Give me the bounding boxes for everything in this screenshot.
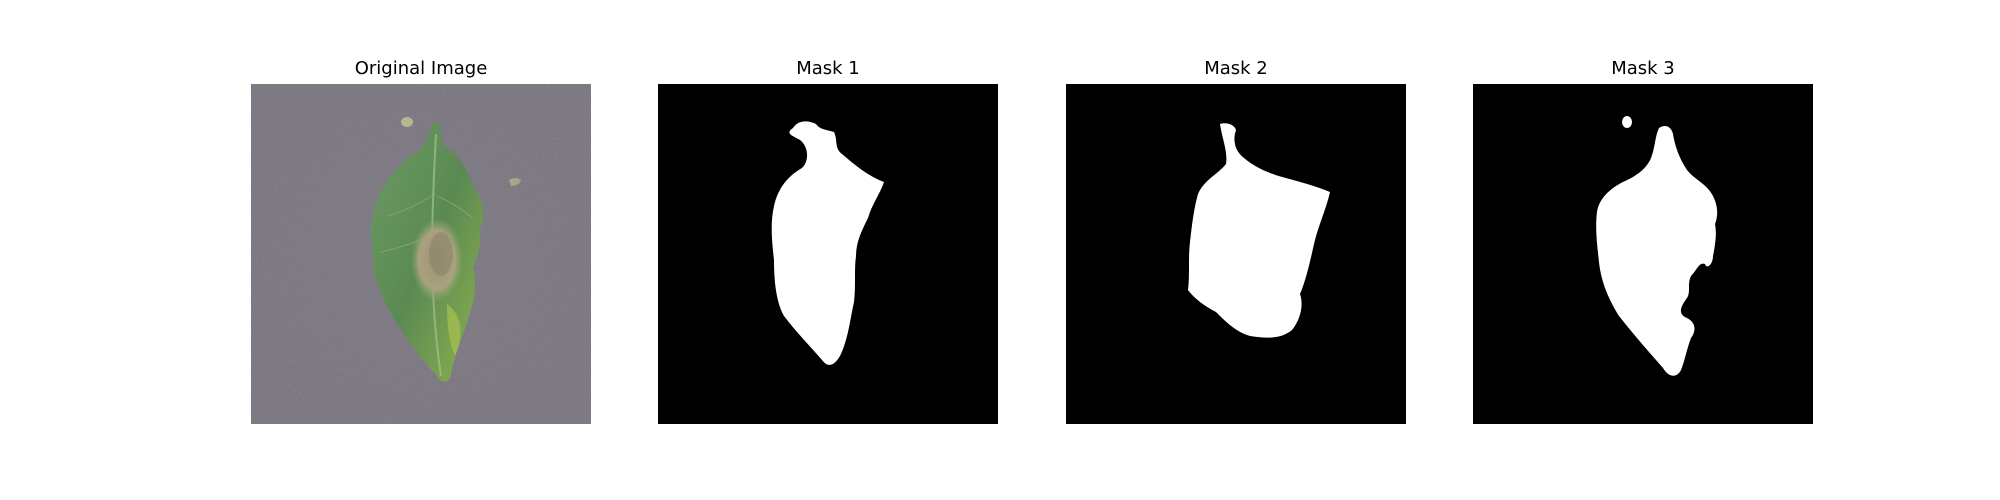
mask-region <box>1596 126 1718 376</box>
panel-title: Mask 1 <box>796 58 860 79</box>
mask-fragment <box>1622 116 1632 128</box>
mask-image <box>1066 84 1406 424</box>
mask-image <box>658 84 998 424</box>
mask-region <box>771 121 884 365</box>
panel-title: Mask 2 <box>1204 58 1268 79</box>
debris <box>401 117 413 127</box>
mask-region <box>1188 123 1330 338</box>
panel-title: Mask 3 <box>1611 58 1675 79</box>
leaf <box>370 122 484 382</box>
leaf-photo <box>251 84 591 424</box>
mask-image <box>1473 84 1813 424</box>
debris <box>509 178 521 186</box>
panel-title: Original Image <box>354 58 488 79</box>
